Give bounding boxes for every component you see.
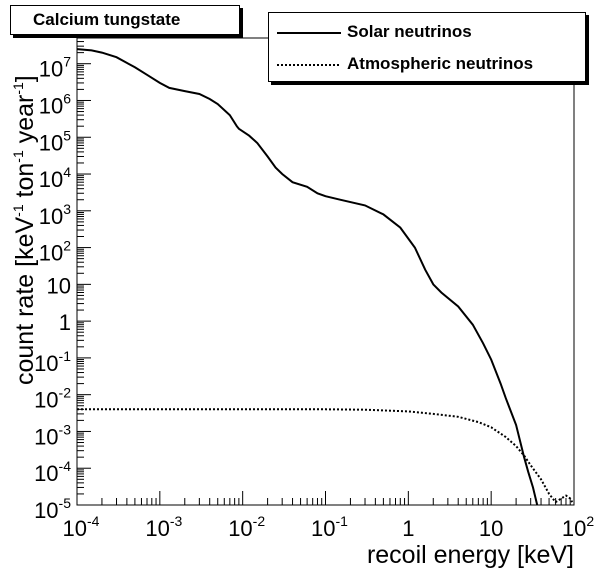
- x-tick-label-exp: -2: [253, 513, 266, 529]
- y-tick-label-exp: 6: [63, 90, 71, 106]
- y-tick-label: 105: [39, 127, 71, 155]
- legend-item-atmospheric: Atmospheric neutrinos: [269, 49, 585, 79]
- y-tick-label: 10-1: [34, 348, 71, 376]
- legend: Solar neutrinos Atmospheric neutrinos: [268, 12, 586, 82]
- y-tick-label: 1: [59, 310, 71, 335]
- solar-neutrinos-line: [76, 48, 539, 506]
- y-axis-title: count rate [keV-1 ton-1 year-1]: [10, 75, 39, 385]
- x-tick-label: 1: [402, 516, 414, 541]
- y-tick-label: 102: [39, 238, 71, 266]
- y-tick-label-base: 10: [47, 273, 71, 298]
- y-axis-title-pre: count rate [keV: [11, 217, 39, 385]
- x-tick-label: 10: [479, 516, 503, 541]
- atmospheric-neutrinos-line: [77, 408, 574, 504]
- y-tick-label-base: 10: [39, 204, 63, 229]
- y-tick-label-base: 10: [39, 57, 63, 82]
- legend-solid-line-icon: [277, 32, 341, 34]
- x-tick-labels: 10-4 10-3 10-2 10-1 1 10 102: [63, 513, 595, 541]
- chart-title: Calcium tungstate: [33, 10, 181, 29]
- y-tick-label: 106: [39, 90, 71, 118]
- x-tick-label-base: 10: [145, 516, 169, 541]
- x-tick-label: 10-4: [63, 513, 100, 541]
- y-tick-label: 10-4: [34, 458, 71, 486]
- y-tick-label-base: 10: [34, 498, 58, 523]
- y-tick-label-base: 10: [34, 424, 58, 449]
- x-tick-label-base: 10: [63, 516, 87, 541]
- y-tick-label-base: 10: [39, 130, 63, 155]
- x-tick-label-exp: -4: [87, 513, 100, 529]
- y-axis-title-mid: ton: [11, 163, 39, 205]
- x-axis-title: recoil energy [keV]: [367, 541, 574, 569]
- y-tick-labels: 10-510-410-310-210-111010210310410510610…: [34, 54, 71, 523]
- y-tick-label: 107: [39, 54, 71, 82]
- x-tick-label-base: 1: [402, 516, 414, 541]
- y-tick-label: 10-2: [34, 385, 71, 413]
- y-tick-label-exp: 4: [63, 164, 71, 180]
- y-tick-label-base: 10: [34, 388, 58, 413]
- x-tick-label-base: 10: [479, 516, 503, 541]
- y-tick-label-exp: -3: [59, 421, 72, 437]
- y-tick-label-base: 1: [59, 310, 71, 335]
- x-tick-label: 10-1: [311, 513, 348, 541]
- y-axis-title-post: year: [11, 95, 39, 151]
- y-axis-title-exp1: -1: [10, 204, 26, 217]
- y-tick-label-base: 10: [39, 241, 63, 266]
- x-tick-label-exp: -3: [170, 513, 183, 529]
- legend-label-atmospheric: Atmospheric neutrinos: [347, 54, 534, 73]
- y-axis-title-exp3: -1: [10, 82, 26, 95]
- x-tick-label-exp: 2: [586, 513, 594, 529]
- y-tick-label-base: 10: [34, 461, 58, 486]
- series-lines: [76, 48, 574, 506]
- y-axis-title-end: ]: [11, 75, 39, 82]
- y-axis-title-exp2: -1: [10, 150, 26, 163]
- y-tick-label-base: 10: [39, 93, 63, 118]
- x-tick-label: 102: [562, 513, 594, 541]
- y-tick-label-exp: -2: [59, 385, 72, 401]
- y-tick-label-base: 10: [39, 167, 63, 192]
- y-tick-label-exp: 3: [63, 201, 71, 217]
- y-tick-label: 10: [47, 273, 71, 298]
- y-tick-label: 104: [39, 164, 71, 192]
- x-tick-label-base: 10: [311, 516, 335, 541]
- legend-dotted-line-icon: [277, 64, 341, 66]
- tick-marks: [76, 37, 571, 506]
- y-tick-label: 103: [39, 201, 71, 229]
- y-tick-label: 10-5: [34, 495, 71, 523]
- x-tick-label-base: 10: [562, 516, 586, 541]
- x-tick-label-exp: -1: [336, 513, 349, 529]
- x-tick-label: 10-3: [145, 513, 182, 541]
- y-tick-label-exp: 7: [63, 54, 71, 70]
- y-tick-label-exp: -4: [59, 458, 72, 474]
- legend-item-solar: Solar neutrinos: [269, 17, 585, 47]
- plot-frame: [76, 37, 575, 506]
- y-tick-label: 10-3: [34, 421, 71, 449]
- y-tick-label-exp: -1: [59, 348, 72, 364]
- x-tick-label-base: 10: [228, 516, 252, 541]
- y-tick-label-base: 10: [34, 351, 58, 376]
- legend-label-solar: Solar neutrinos: [347, 22, 472, 41]
- y-tick-label-exp: -5: [59, 495, 72, 511]
- y-tick-label-exp: 2: [63, 238, 71, 254]
- y-tick-label-exp: 5: [63, 127, 71, 143]
- x-tick-label: 10-2: [228, 513, 265, 541]
- chart-title-box: Calcium tungstate: [10, 5, 240, 35]
